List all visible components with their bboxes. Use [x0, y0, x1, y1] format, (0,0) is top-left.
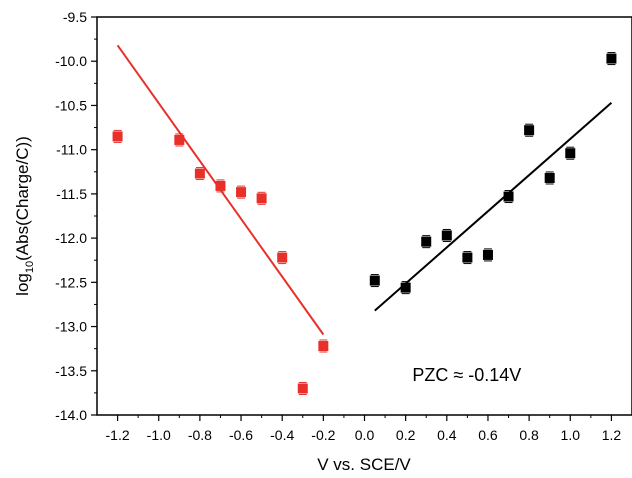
x-tick-label: -0.8	[188, 427, 212, 443]
data-point	[565, 148, 576, 159]
y-tick-label: -13.0	[55, 319, 87, 335]
data-point	[462, 252, 473, 263]
y-axis-title-suffix: (Abs(Charge/C))	[13, 136, 32, 261]
data-point	[112, 131, 123, 142]
y-tick-label: -12.5	[55, 274, 87, 290]
x-tick-label: 0.0	[355, 427, 375, 443]
data-point	[297, 383, 308, 394]
data-point	[236, 187, 247, 198]
data-point	[256, 193, 267, 204]
plot-frame	[96, 16, 632, 416]
y-tick-label: -11.0	[56, 142, 87, 158]
y-axis-title-prefix: log	[13, 273, 32, 296]
x-tick-label: -1.2	[106, 427, 130, 443]
x-tick-label: -0.6	[229, 427, 253, 443]
x-tick-label: 1.0	[561, 427, 581, 443]
y-axis: -9.5 -10.0 -10.5 -11.0 -11.5 -12.0 -12.5 -13.0 -…	[55, 9, 97, 423]
x-tick-label: 0.8	[519, 427, 539, 443]
data-point	[277, 252, 288, 263]
data-point	[544, 172, 555, 183]
data-point	[400, 282, 411, 293]
data-point	[421, 236, 432, 247]
y-axis-title: log10(Abs(Charge/C))	[13, 136, 36, 296]
y-tick-label: -12.0	[55, 230, 87, 246]
data-point	[194, 168, 205, 179]
data-points	[112, 52, 617, 395]
x-axis: -1.2 -1.0 -0.8 -0.6 -0.4 -0.2 0.0 0.2 0.4 0.6 0.8 1…	[106, 415, 622, 443]
y-tick-label: -10.5	[55, 97, 87, 113]
data-point	[482, 249, 493, 260]
data-point	[318, 341, 329, 352]
x-tick-label: -0.4	[270, 427, 294, 443]
y-tick-label: -13.5	[55, 363, 87, 379]
data-point	[441, 230, 452, 241]
x-tick-label: -1.0	[147, 427, 171, 443]
pzc-annotation: PZC ≈ -0.14V	[412, 365, 521, 385]
data-point	[174, 134, 185, 145]
x-tick-label: 1.2	[602, 427, 622, 443]
y-axis-title-subscript: 10	[24, 261, 36, 273]
x-tick-label: 0.4	[437, 427, 457, 443]
data-point	[503, 191, 514, 202]
fit-lines	[116, 44, 613, 336]
x-axis-title: V vs. SCE/V	[317, 455, 411, 474]
y-tick-label: -9.5	[63, 9, 87, 25]
y-tick-label: -11.5	[56, 186, 87, 202]
x-tick-label: 0.6	[478, 427, 498, 443]
y-tick-label: -14.0	[55, 407, 87, 423]
fit-line-1	[374, 102, 613, 312]
x-tick-label: -0.2	[311, 427, 335, 443]
data-point	[215, 180, 226, 191]
data-point	[369, 275, 380, 286]
y-tick-label: -10.0	[55, 53, 87, 69]
data-point	[524, 125, 535, 136]
x-tick-label: 0.2	[396, 427, 416, 443]
data-point	[606, 53, 617, 64]
